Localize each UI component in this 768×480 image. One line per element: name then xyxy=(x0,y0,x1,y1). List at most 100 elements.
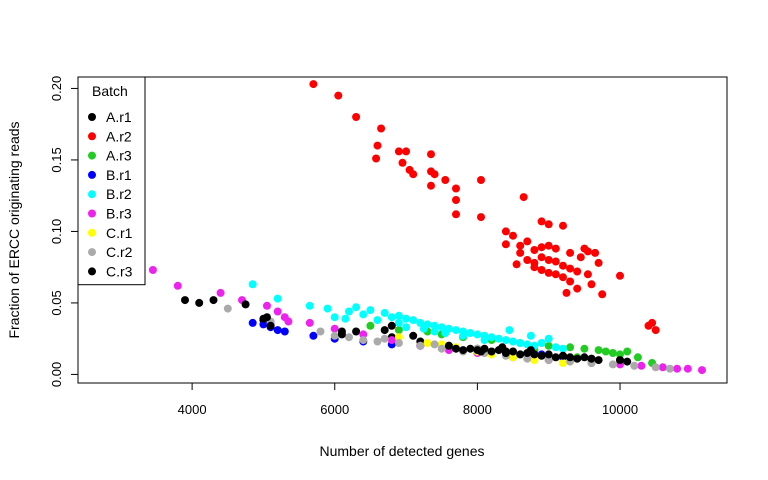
data-point xyxy=(181,296,189,305)
data-point xyxy=(437,323,446,332)
data-point xyxy=(345,307,353,316)
data-point xyxy=(544,220,553,229)
data-point xyxy=(259,320,268,329)
data-point xyxy=(195,298,204,307)
data-point xyxy=(419,324,428,333)
data-point xyxy=(359,310,368,319)
data-point xyxy=(576,253,585,262)
data-point xyxy=(544,256,553,264)
data-point xyxy=(409,331,418,340)
data-point xyxy=(430,170,439,179)
data-point xyxy=(402,314,411,323)
data-point xyxy=(284,317,293,326)
data-point xyxy=(530,263,539,272)
y-tick-label: 0.05 xyxy=(49,290,64,315)
data-point xyxy=(501,336,510,345)
data-point xyxy=(658,363,667,372)
data-point xyxy=(452,210,460,219)
data-point xyxy=(566,248,575,257)
y-tick-label: 0.00 xyxy=(49,362,64,387)
data-point xyxy=(273,294,282,303)
data-point xyxy=(501,240,510,249)
data-point xyxy=(373,316,382,325)
data-point xyxy=(305,318,314,327)
data-point xyxy=(309,80,318,89)
x-axis: 4000 6000 8000 10000 xyxy=(178,382,638,417)
x-axis-title: Number of detected genes xyxy=(320,443,485,459)
legend-marker xyxy=(88,113,96,121)
data-point xyxy=(209,296,218,305)
data-point xyxy=(273,326,282,335)
data-point xyxy=(616,356,624,365)
data-point xyxy=(473,330,482,339)
data-point xyxy=(608,349,617,357)
data-point xyxy=(402,323,411,332)
legend-label: B.r3 xyxy=(106,206,132,222)
data-point xyxy=(430,327,439,336)
data-point xyxy=(309,331,318,340)
data-point xyxy=(594,346,603,355)
data-point xyxy=(459,331,468,340)
data-point xyxy=(551,343,560,352)
data-point xyxy=(241,300,250,309)
y-axis-title: Fraction of ERCC originating reads xyxy=(6,121,22,338)
data-point xyxy=(402,147,411,156)
data-point xyxy=(394,339,403,347)
data-point xyxy=(248,280,257,289)
data-point xyxy=(409,170,418,179)
data-point xyxy=(498,343,507,352)
data-point xyxy=(480,336,489,345)
legend-label: A.r2 xyxy=(106,128,132,144)
data-point xyxy=(509,353,517,362)
data-point xyxy=(387,321,396,330)
data-point xyxy=(380,326,389,335)
data-point xyxy=(623,347,632,356)
data-point xyxy=(366,306,375,315)
data-point xyxy=(651,326,660,335)
data-point xyxy=(544,334,553,343)
data-point xyxy=(598,290,607,299)
data-point xyxy=(487,333,496,342)
data-point xyxy=(551,244,560,253)
data-point xyxy=(501,227,510,236)
data-point xyxy=(372,154,381,163)
data-point xyxy=(466,329,475,337)
data-point xyxy=(352,113,361,121)
data-point xyxy=(452,196,460,204)
data-point xyxy=(509,347,517,356)
data-point xyxy=(519,193,528,202)
data-point xyxy=(273,307,282,316)
data-point xyxy=(352,303,361,312)
data-point xyxy=(523,340,532,349)
data-point xyxy=(441,329,450,337)
data-point xyxy=(516,241,525,250)
data-point xyxy=(673,364,682,373)
data-point xyxy=(216,288,225,297)
data-point xyxy=(352,327,361,336)
data-point xyxy=(466,344,475,353)
data-point xyxy=(583,247,592,256)
data-point xyxy=(280,327,289,336)
data-point xyxy=(523,354,532,363)
x-tick-label: 4000 xyxy=(178,402,207,417)
legend-marker xyxy=(88,267,96,276)
data-point xyxy=(373,337,382,346)
legend-marker xyxy=(88,228,96,237)
data-point xyxy=(430,321,439,330)
data-point xyxy=(516,350,525,359)
data-point xyxy=(566,343,575,352)
data-point xyxy=(305,301,314,310)
data-point xyxy=(341,314,350,323)
legend-marker xyxy=(88,209,96,218)
data-point xyxy=(559,261,567,270)
data-point xyxy=(580,344,589,353)
y-tick-label: 0.20 xyxy=(49,76,64,101)
legend-marker xyxy=(88,151,96,160)
legend-label: A.r1 xyxy=(106,109,132,125)
data-point xyxy=(633,353,642,362)
data-point xyxy=(608,360,617,369)
data-point xyxy=(427,181,435,190)
y-tick-label: 0.15 xyxy=(49,147,64,172)
data-point xyxy=(330,324,339,333)
data-point xyxy=(512,260,521,269)
